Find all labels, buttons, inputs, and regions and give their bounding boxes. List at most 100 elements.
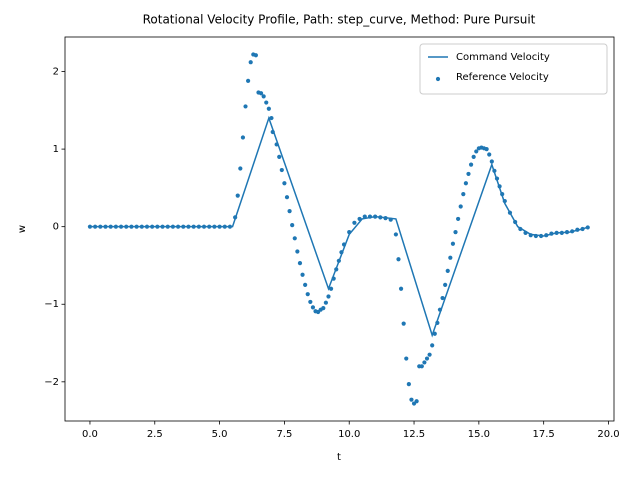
reference-point (284, 195, 290, 200)
reference-point (409, 397, 414, 402)
reference-point (445, 268, 450, 273)
reference-point (507, 210, 513, 215)
reference-point (500, 191, 505, 197)
x-tick-label: 0.0 (82, 429, 98, 440)
y-tick-label: −2 (44, 377, 59, 388)
reference-point (310, 305, 316, 310)
x-tick-label: 5.0 (212, 429, 228, 440)
reference-point (129, 224, 134, 229)
x-tick-label: 2.5 (147, 429, 163, 440)
x-tick-label: 17.5 (533, 429, 555, 440)
reference-point (295, 249, 300, 254)
reference-point (424, 356, 430, 361)
reference-point (518, 226, 523, 232)
reference-point (144, 224, 150, 229)
y-tick-label: 0 (53, 222, 59, 233)
reference-point (233, 215, 238, 220)
reference-point (544, 233, 549, 238)
reference-point (458, 204, 463, 209)
reference-point (253, 53, 258, 58)
reference-point (261, 94, 266, 99)
reference-point (523, 230, 528, 235)
reference-point (357, 216, 362, 222)
reference-point (484, 146, 489, 152)
reference-point (549, 231, 554, 236)
y-tick-label: 1 (53, 144, 59, 155)
reference-point (217, 224, 222, 229)
reference-point (266, 106, 271, 111)
reference-point (559, 230, 564, 235)
y-tick-label: 2 (53, 67, 59, 78)
legend-box (419, 43, 608, 95)
reference-point (448, 255, 453, 260)
reference-point (487, 152, 492, 157)
legend-label: Command Velocity (456, 52, 550, 63)
reference-point (494, 176, 500, 181)
reference-point (334, 267, 339, 272)
reference-point (321, 306, 326, 311)
x-tick-label: 10.0 (338, 429, 360, 440)
reference-point (513, 219, 518, 225)
reference-point (347, 230, 352, 235)
reference-point (474, 149, 479, 154)
reference-point (580, 226, 585, 232)
reference-point (404, 356, 409, 361)
reference-point (243, 104, 248, 109)
reference-point (427, 352, 432, 357)
reference-point (430, 343, 435, 348)
reference-point (258, 91, 264, 96)
reference-point (533, 233, 538, 239)
reference-point (378, 215, 383, 220)
reference-point (554, 230, 559, 235)
reference-point (422, 360, 427, 365)
y-axis-label: w (17, 225, 28, 233)
reference-point (538, 233, 544, 239)
legend-swatch (435, 76, 441, 82)
reference-point (341, 242, 347, 247)
reference-point (450, 241, 456, 246)
reference-point (456, 216, 461, 222)
reference-point (388, 217, 393, 222)
reference-point (191, 224, 196, 229)
reference-point (248, 60, 253, 65)
reference-point (113, 224, 118, 229)
reference-point (87, 224, 93, 229)
reference-point (362, 214, 367, 219)
reference-point (471, 154, 476, 159)
reference-point (564, 230, 570, 235)
reference-point (196, 224, 201, 229)
reference-point (323, 300, 328, 305)
plot-frame (64, 36, 615, 422)
reference-point (170, 224, 176, 229)
x-tick-label: 12.5 (403, 429, 425, 440)
reference-point (160, 224, 165, 229)
reference-point (150, 224, 155, 229)
reference-point (331, 276, 336, 281)
reference-point (207, 224, 212, 229)
reference-point (139, 224, 144, 229)
reference-point (414, 399, 419, 404)
reference-point (575, 227, 580, 232)
reference-point (398, 286, 404, 291)
reference-point (222, 224, 227, 229)
reference-point (238, 166, 243, 171)
reference-point (269, 115, 274, 121)
reference-point (282, 181, 287, 186)
reference-point (328, 286, 334, 291)
x-tick-label: 15.0 (468, 429, 490, 440)
reference-point (419, 364, 424, 369)
reference-point (297, 261, 303, 266)
x-tick-label: 7.5 (276, 429, 292, 440)
reference-point (292, 236, 297, 241)
reference-point (336, 258, 341, 263)
reference-point (240, 135, 246, 140)
x-tick-label: 20.0 (597, 429, 619, 440)
reference-point (383, 216, 388, 221)
reference-point (453, 230, 458, 235)
reference-point (181, 224, 186, 229)
reference-point (103, 224, 108, 229)
reference-point (274, 142, 279, 147)
reference-point (227, 224, 233, 229)
reference-point (246, 78, 251, 83)
reference-point (93, 224, 98, 229)
